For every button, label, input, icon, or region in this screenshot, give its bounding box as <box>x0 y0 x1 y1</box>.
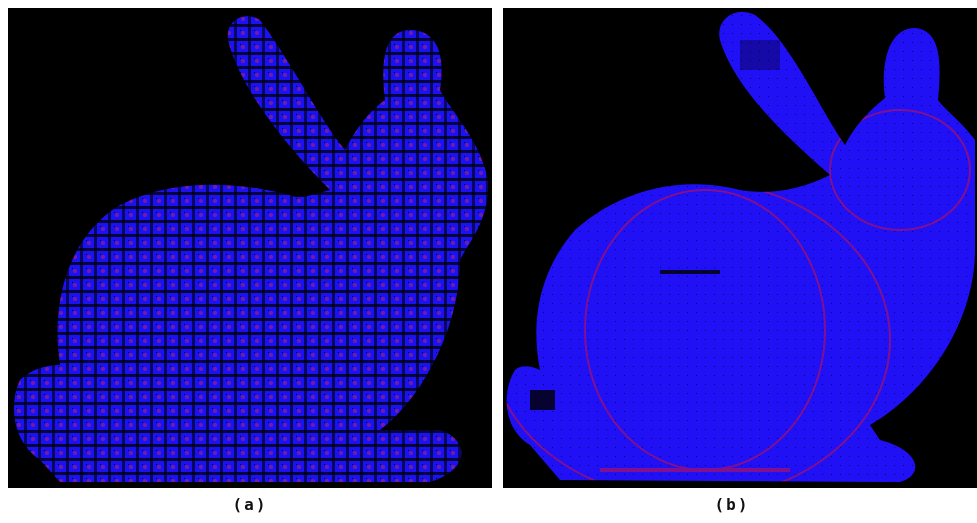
caption-b: (b) <box>715 495 750 514</box>
caption-a: (a) <box>233 495 268 514</box>
figure: (a) (b) <box>0 0 977 519</box>
